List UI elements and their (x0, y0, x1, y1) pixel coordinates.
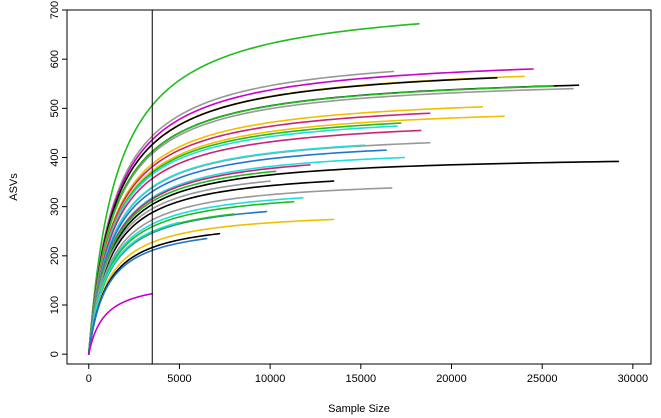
y-tick-label: 600 (49, 50, 61, 68)
x-tick-label: 15000 (346, 373, 377, 385)
x-tick-label: 25000 (527, 373, 558, 385)
y-tick-label: 700 (49, 1, 61, 19)
x-axis: 0 5000 10000 15000 20000 25000 30000 (86, 364, 648, 385)
series-line (87, 292, 154, 355)
x-tick-label: 0 (86, 373, 92, 385)
x-tick-label: 20000 (436, 373, 467, 385)
y-axis-title: ASVs (8, 173, 20, 201)
y-tick-label: 500 (49, 99, 61, 117)
x-tick-label: 30000 (618, 373, 649, 385)
series-line (87, 144, 366, 355)
series-line (87, 237, 208, 355)
y-axis: 0 100 200 300 400 500 600 700 (49, 1, 67, 357)
series-line (87, 22, 420, 355)
x-tick-label: 5000 (167, 373, 191, 385)
y-tick-label: 0 (49, 351, 61, 357)
y-tick-label: 300 (49, 197, 61, 215)
plot-frame (66, 9, 652, 365)
x-tick-label: 10000 (255, 373, 286, 385)
y-tick-label: 400 (49, 148, 61, 166)
y-tick-label: 200 (49, 247, 61, 265)
series-line (87, 221, 181, 355)
curve-layer (87, 22, 620, 355)
y-tick-label: 100 (49, 296, 61, 314)
series-line (87, 129, 422, 355)
x-axis-title: Sample Size (328, 403, 390, 415)
series-line (87, 85, 554, 355)
